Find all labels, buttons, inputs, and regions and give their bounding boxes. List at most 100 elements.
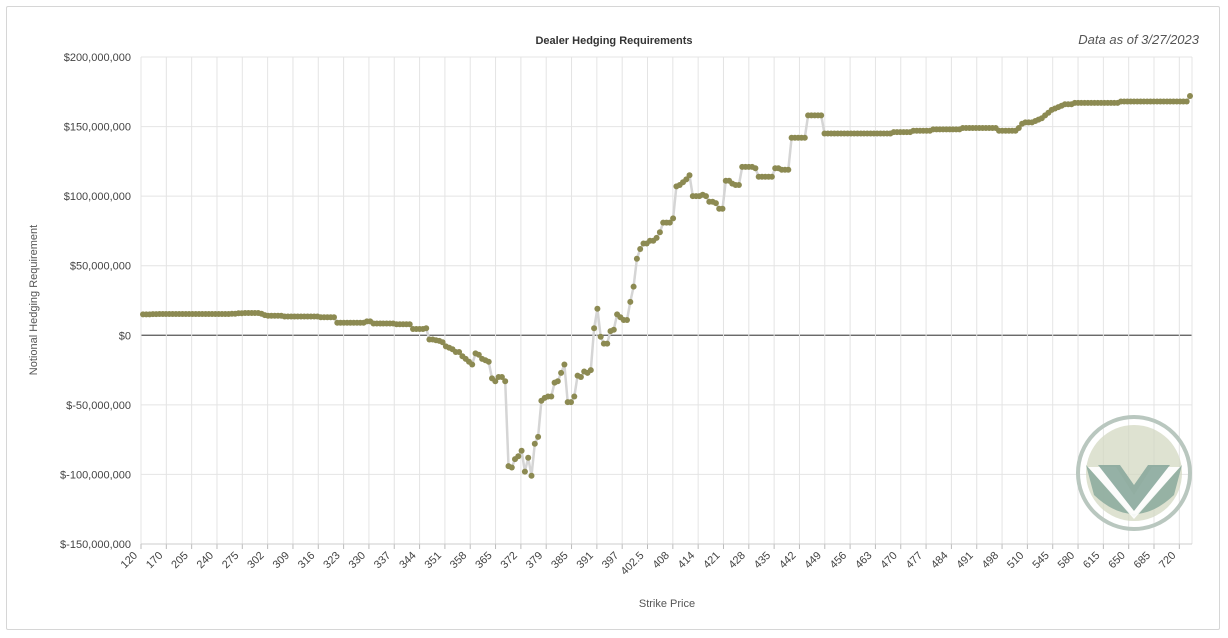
data-point[interactable]	[712, 200, 719, 207]
data-point[interactable]	[752, 165, 759, 172]
data-point[interactable]	[666, 219, 673, 226]
x-tick-label: 372	[499, 550, 520, 571]
x-tick-label: 316	[296, 550, 317, 571]
data-point[interactable]	[535, 433, 542, 440]
data-point[interactable]	[423, 325, 430, 332]
data-point[interactable]	[785, 166, 792, 173]
data-point[interactable]	[670, 215, 677, 222]
data-point[interactable]	[597, 333, 604, 340]
data-point[interactable]	[406, 321, 413, 328]
x-tick-label: 302	[245, 550, 266, 571]
x-tick-label: 385	[549, 550, 570, 571]
x-tick-label: 580	[1056, 550, 1077, 571]
x-tick-label: 510	[1005, 550, 1026, 571]
data-point[interactable]	[735, 182, 742, 188]
x-tick-label: 463	[853, 550, 874, 571]
x-tick-label: 240	[195, 550, 216, 571]
logo-ring	[1076, 415, 1192, 531]
data-point[interactable]	[577, 374, 584, 380]
data-point[interactable]	[627, 298, 634, 305]
data-point[interactable]	[531, 440, 538, 447]
y-tick-label: $100,000,000	[64, 191, 131, 203]
logo-v-shape	[1086, 465, 1182, 517]
data-point[interactable]	[1183, 98, 1190, 105]
x-tick-label: 428	[726, 550, 747, 571]
logo-v-emblem	[1076, 415, 1192, 531]
x-axis-label: Strike Price	[639, 598, 695, 610]
data-point[interactable]	[768, 173, 775, 180]
data-point[interactable]	[331, 314, 337, 321]
data-point[interactable]	[571, 393, 578, 400]
data-point[interactable]	[818, 112, 825, 119]
data-point[interactable]	[518, 447, 525, 454]
x-tick-label: 720	[1157, 550, 1178, 571]
data-point[interactable]	[594, 305, 601, 312]
x-tick-label: 391	[575, 550, 596, 571]
chart-panel: Data as of 3/27/2023	[6, 6, 1220, 630]
x-tick-label: 421	[701, 550, 722, 571]
y-tick-label: $200,000,000	[64, 52, 131, 64]
data-point[interactable]	[475, 351, 482, 358]
data-point[interactable]	[587, 367, 594, 374]
x-tick-label: 484	[929, 550, 950, 571]
x-tick-label: 414	[676, 550, 697, 571]
data-point[interactable]	[515, 453, 522, 460]
data-point[interactable]	[528, 472, 535, 479]
data-point[interactable]	[498, 374, 505, 380]
x-tick-label: 397	[600, 550, 621, 571]
data-point[interactable]	[683, 176, 690, 183]
data-point[interactable]	[637, 246, 644, 252]
data-point[interactable]	[561, 361, 568, 368]
data-point[interactable]	[604, 340, 611, 347]
x-tick-label: 491	[954, 550, 975, 571]
y-tick-label: $-50,000,000	[66, 400, 131, 412]
data-point[interactable]	[686, 172, 693, 179]
data-point[interactable]	[801, 134, 808, 141]
data-point[interactable]	[653, 234, 660, 241]
x-tick-label: 402.5	[619, 550, 647, 578]
y-tick-label: $50,000,000	[70, 261, 131, 273]
data-point[interactable]	[548, 393, 555, 400]
x-tick-label: 477	[904, 550, 925, 571]
data-point[interactable]	[525, 454, 532, 461]
x-tick-label: 351	[423, 550, 444, 571]
y-tick-label: $-100,000,000	[60, 469, 131, 481]
x-tick-label: 309	[271, 550, 292, 571]
x-tick-label: 170	[144, 550, 165, 571]
x-tick-label: 545	[1030, 550, 1051, 571]
data-point[interactable]	[610, 326, 617, 333]
data-point[interactable]	[439, 339, 446, 346]
data-point[interactable]	[485, 358, 492, 365]
data-point[interactable]	[703, 193, 709, 200]
logo-v-inner	[1098, 465, 1170, 511]
data-point[interactable]	[568, 399, 574, 406]
data-point[interactable]	[630, 283, 637, 290]
x-tick-label: 470	[878, 550, 899, 571]
x-tick-label: 442	[777, 550, 798, 571]
data-point[interactable]	[1015, 125, 1022, 131]
x-tick-label: 456	[828, 550, 849, 571]
x-tick-label: 435	[752, 550, 773, 571]
x-tick-label: 379	[524, 550, 545, 571]
data-point[interactable]	[1187, 93, 1193, 99]
data-point[interactable]	[656, 229, 663, 236]
data-point[interactable]	[456, 349, 463, 355]
x-tick-label: 449	[802, 550, 823, 571]
data-point[interactable]	[558, 369, 565, 376]
y-tick-label: $-150,000,000	[60, 539, 131, 551]
series-line	[143, 95, 1192, 478]
data-point[interactable]	[624, 317, 630, 323]
data-point[interactable]	[469, 361, 476, 368]
data-point[interactable]	[521, 468, 528, 475]
data-point[interactable]	[492, 378, 499, 385]
x-tick-label: 205	[169, 550, 190, 571]
data-point[interactable]	[508, 464, 515, 471]
y-axis-label: Notional Hedging Requirement	[28, 225, 40, 375]
data-point[interactable]	[719, 205, 726, 212]
data-point[interactable]	[502, 378, 509, 385]
data-point[interactable]	[554, 378, 561, 385]
x-tick-label: 344	[397, 550, 418, 571]
data-point[interactable]	[633, 255, 640, 262]
data-point[interactable]	[591, 325, 598, 332]
